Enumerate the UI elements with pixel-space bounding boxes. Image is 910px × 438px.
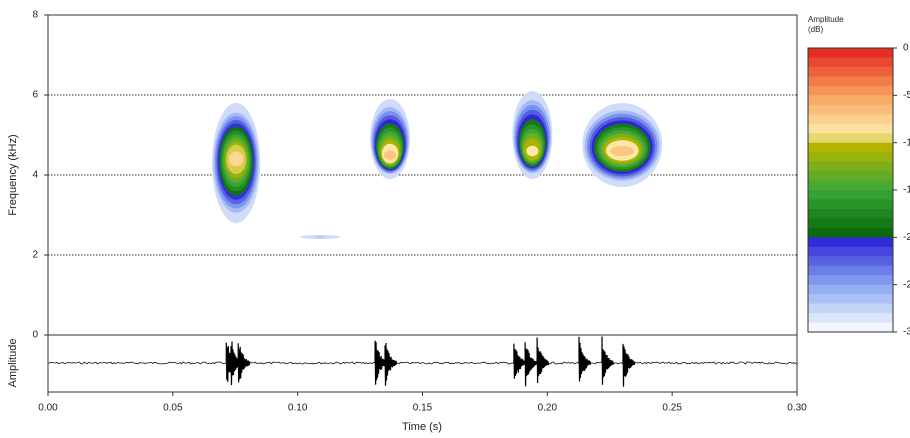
colorbar-band [808, 322, 893, 333]
waveform-burst [578, 336, 592, 382]
waveform-noise [47, 361, 797, 365]
colorbar-tick-label: 0 [903, 43, 909, 54]
x-tick-label: 0.00 [38, 403, 58, 414]
colorbar-band [808, 171, 893, 182]
x-tick-label: 0.05 [163, 403, 183, 414]
colorbar-band [808, 284, 893, 295]
colorbar-band [808, 133, 893, 144]
waveform-burst [513, 343, 526, 379]
call-peak [526, 145, 539, 157]
colorbar-band [808, 237, 893, 248]
colorbar-band [808, 104, 893, 115]
plot-frame [47, 14, 798, 393]
colorbar-band [808, 57, 893, 68]
waveform-burst [601, 336, 615, 385]
waveform-burst [237, 343, 251, 383]
x-axis-label: Time (s) [402, 421, 442, 433]
y-tick-label: 2 [32, 250, 38, 261]
colorbar-tick-label: -10 [903, 137, 910, 148]
colorbar-title: Amplitude [808, 15, 844, 24]
colorbar-band [808, 48, 893, 58]
x-tick-label: 0.30 [787, 403, 807, 414]
y-tick-label: 0 [32, 330, 38, 341]
colorbar-band [808, 190, 893, 200]
waveform-burst [622, 343, 636, 387]
colorbar-band [808, 66, 893, 77]
colorbar-band [808, 246, 893, 257]
x-tick-label: 0.25 [662, 403, 682, 414]
colorbar-unit: (dB) [808, 25, 823, 34]
colorbar-band [808, 95, 893, 106]
colorbar-band [808, 303, 893, 314]
colorbar-band [808, 85, 893, 96]
colorbar-band [808, 199, 893, 210]
call-peak [314, 236, 327, 238]
colorbar-band [808, 161, 893, 172]
x-tick-label: 0.15 [413, 403, 433, 414]
colorbar-tick-label: -5 [903, 90, 910, 101]
y-axis-label: Frequency (kHz) [7, 134, 19, 215]
colorbar-band [808, 275, 893, 286]
y-tick-label: 8 [32, 10, 38, 21]
colorbar-tick-label: -15 [903, 185, 910, 196]
colorbar-band [808, 123, 893, 134]
call-peak [384, 150, 397, 160]
x-tick-label: 0.20 [538, 403, 558, 414]
colorbar-band [808, 180, 893, 191]
colorbar-band [808, 294, 893, 305]
y-tick-label: 4 [32, 170, 38, 181]
colorbar-tick-label: -20 [903, 232, 910, 243]
colorbar-band [808, 142, 893, 153]
colorbar-band [808, 227, 893, 238]
call-peak [228, 151, 244, 167]
waveform-burst [374, 340, 388, 385]
colorbar-band [808, 313, 893, 324]
waveform-burst [536, 337, 550, 384]
colorbar-band [808, 76, 893, 87]
colorbar-band [808, 208, 893, 219]
waveform-burst [384, 342, 398, 386]
colorbar-band [808, 218, 893, 229]
x-tick-label: 0.10 [288, 403, 308, 414]
wave-axis-label: Amplitude [7, 339, 19, 388]
waveform-burst [524, 342, 538, 387]
colorbar-band [808, 114, 893, 125]
call-peak [610, 145, 635, 157]
colorbar-tick-label: -30 [903, 327, 910, 338]
colorbar-band [808, 256, 893, 267]
colorbar-band [808, 265, 893, 276]
colorbar-band [808, 152, 893, 163]
y-tick-label: 6 [32, 90, 38, 101]
colorbar-tick-label: -25 [903, 279, 910, 290]
